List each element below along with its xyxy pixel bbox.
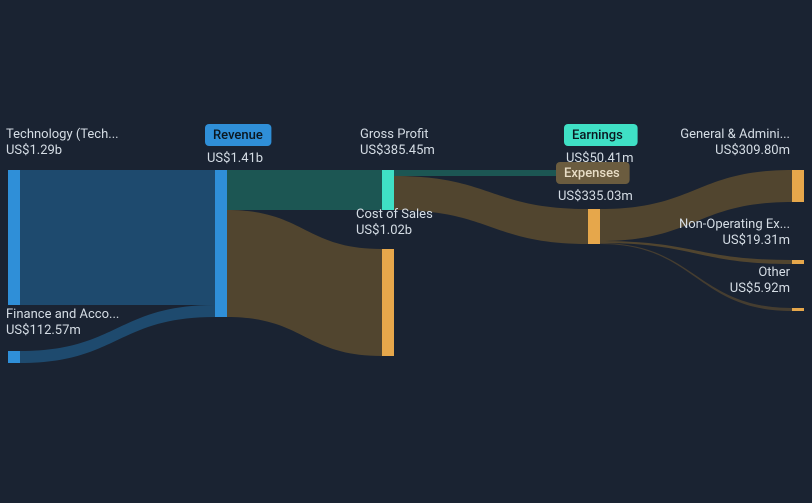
node-tech[interactable] bbox=[8, 170, 20, 305]
link-revenue-gross bbox=[227, 170, 382, 210]
node-label-cost: Cost of Sales bbox=[356, 207, 433, 222]
link-tech-revenue bbox=[20, 170, 215, 305]
node-ga[interactable] bbox=[792, 170, 804, 202]
node-value-fin: US$112.57m bbox=[6, 323, 81, 338]
node-label-earnings: Earnings bbox=[572, 128, 623, 143]
node-label-revenue: Revenue bbox=[213, 128, 263, 143]
node-value-nonop: US$19.31m bbox=[722, 233, 790, 248]
node-revenue[interactable] bbox=[215, 170, 227, 317]
node-value-expenses: US$335.03m bbox=[558, 189, 633, 204]
node-label-nonop: Non-Operating Ex... bbox=[679, 217, 790, 232]
node-label-other: Other bbox=[758, 265, 790, 280]
node-label-fin: Finance and Acco... bbox=[6, 307, 119, 322]
sankey-chart: Technology (Tech...US$1.29b Finance and A… bbox=[0, 0, 812, 503]
node-value-gross: US$385.45m bbox=[360, 143, 435, 158]
node-label-tech: Technology (Tech... bbox=[6, 127, 119, 142]
node-value-revenue: US$1.41b bbox=[207, 151, 263, 166]
node-gross[interactable] bbox=[382, 170, 394, 210]
node-cost[interactable] bbox=[382, 249, 394, 356]
node-label-expenses: Expenses bbox=[564, 166, 620, 181]
node-value-tech: US$1.29b bbox=[6, 143, 62, 158]
node-value-ga: US$309.80m bbox=[715, 143, 790, 158]
node-label-ga: General & Admini... bbox=[680, 127, 790, 142]
node-fin[interactable] bbox=[8, 351, 20, 363]
node-other[interactable] bbox=[792, 308, 804, 311]
node-nonop[interactable] bbox=[792, 260, 804, 264]
node-value-cost: US$1.02b bbox=[356, 223, 412, 238]
node-label-gross: Gross Profit bbox=[360, 127, 429, 142]
node-value-other: US$5.92m bbox=[730, 281, 790, 296]
node-expenses[interactable] bbox=[588, 209, 600, 244]
